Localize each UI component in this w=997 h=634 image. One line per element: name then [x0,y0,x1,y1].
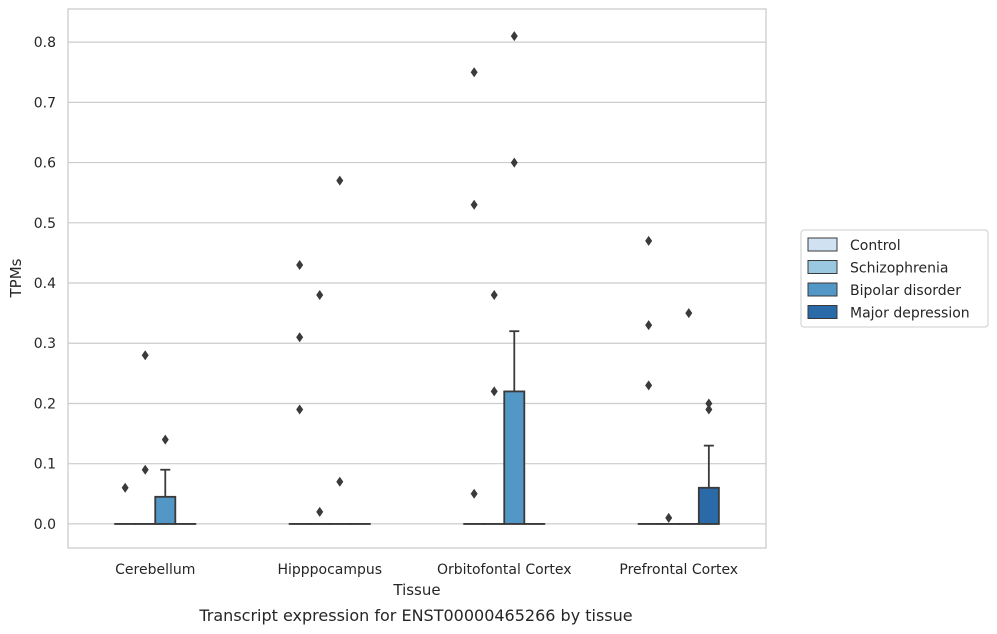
y-tick-label: 0.6 [34,156,56,172]
outlier-point [121,482,129,493]
box-group [503,31,526,525]
x-tick-label: Cerebellum [115,562,195,578]
y-tick-labels: 0.0 0.1 0.2 0.3 0.4 0.5 0.6 0.7 0.8 [34,35,56,533]
x-tick-label: Orbitofontal Cortex [437,562,572,578]
legend-swatch [807,237,838,252]
outlier-point [705,404,713,415]
outlier-point [510,157,518,168]
outlier-point [510,31,518,42]
box [697,486,720,525]
box-group [637,235,660,525]
outlier-point [296,404,304,415]
outlier-point [141,464,149,475]
outlier-point [470,67,478,78]
y-tick-label: 0.5 [34,216,56,232]
y-tick-label: 0.4 [34,276,56,292]
y-axis-label: TPMs [7,258,25,298]
box-group [463,67,486,525]
box-group [328,175,351,525]
y-tick-label: 0.3 [34,336,56,352]
outlier-point [645,380,653,391]
x-tick-labels: Cerebellum Hipppocampus Orbitofontal Corte… [115,562,738,578]
outlier-point [316,290,324,301]
legend-swatch [807,305,838,319]
box-group [134,350,157,525]
y-tick-label: 0.1 [34,457,56,473]
box-group [657,512,680,525]
legend-label: Control [850,238,901,254]
outlier-point [296,259,304,270]
legend-swatch [807,282,838,297]
legend-label: Major depression [850,306,970,322]
legend-label: Bipolar disorder [850,283,961,299]
legend-swatch [807,260,838,274]
y-gridlines [68,41,766,525]
x-tick-label: Hipppocampus [277,562,382,578]
figure-caption: Transcript expression for ENST0000046526… [199,606,633,625]
outlier-point [645,320,653,331]
box-group [114,482,137,525]
outlier-point [336,476,344,487]
y-tick-label: 0.7 [34,95,56,111]
plot-frame [67,8,767,549]
y-tick-label: 0.2 [34,396,56,412]
outlier-point [470,199,478,210]
x-tick-label: Prefrontal Cortex [619,562,738,578]
outlier-point [645,235,653,246]
outlier-point [141,350,149,361]
box-group [483,290,506,525]
outlier-point [705,398,713,409]
outlier-point [316,506,324,517]
box [154,495,177,525]
box-group [308,290,331,525]
box-group [697,398,720,525]
legend-label: Schizophrenia [850,261,948,277]
outlier-point [470,488,478,499]
y-tick-label: 0.8 [34,35,56,51]
outlier-point [685,308,693,319]
outlier-point [161,434,169,445]
outlier-point [665,512,673,523]
box-plot-marks [114,31,720,525]
x-axis-label: Tissue [392,581,440,599]
legend-box [800,229,989,328]
box-group [154,434,177,525]
box-group [677,308,700,525]
box-group [288,259,311,525]
box [503,390,526,525]
outlier-point [490,386,498,397]
legend: Control Schizophrenia Bipolar disorder Majo… [800,229,989,328]
outlier-point [336,175,344,186]
outlier-point [490,290,498,301]
y-tick-label: 0.0 [34,517,56,533]
outlier-point [296,332,304,343]
